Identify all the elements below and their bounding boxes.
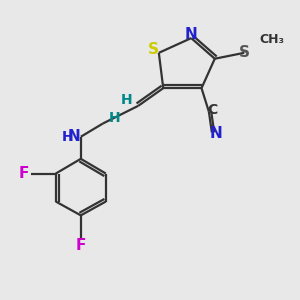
Text: S: S — [148, 42, 159, 57]
Text: N: N — [68, 129, 81, 144]
Text: H: H — [62, 130, 74, 144]
Text: C: C — [208, 103, 218, 117]
Text: F: F — [19, 166, 29, 181]
Text: N: N — [185, 27, 198, 42]
Text: H: H — [108, 111, 120, 125]
Text: N: N — [210, 126, 223, 141]
Text: F: F — [76, 238, 86, 253]
Text: H: H — [121, 93, 132, 107]
Text: CH₃: CH₃ — [260, 33, 285, 46]
Text: S: S — [239, 45, 250, 60]
